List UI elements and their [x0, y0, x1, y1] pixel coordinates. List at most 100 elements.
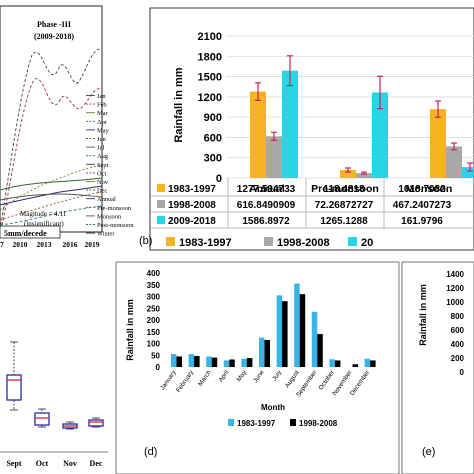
panel-a-legend-entry: Sept [97, 162, 109, 169]
panel-d-bars [171, 283, 376, 367]
panel-b-table-cell: 161.9796 [401, 216, 443, 227]
panel-a-series-line [0, 185, 103, 206]
panel-d-bar [264, 339, 270, 367]
panel-b-table-series-name: 1998-2008 [168, 200, 216, 211]
panel-d-bar [259, 337, 265, 367]
panel-d-bar [276, 295, 283, 367]
panel-b-legend-swatch [166, 237, 175, 246]
panel-a-legend-entry: Oct [97, 170, 106, 177]
panel-b-seasonal-bar-chart: Rainfall in mm 0 300 600 900 1200 1500 1800 210… [139, 7, 474, 251]
panel-b-table-cell: 1277.594733 [237, 184, 296, 195]
panel-b-table-cell: 1018.7082 [398, 184, 446, 195]
panel-b-legend-swatch [264, 237, 273, 246]
panel-e-y-ticks: 0 200 400 600 800 1000 1200 1400 [446, 270, 464, 377]
panel-d-legend-entry: 1983-1997 [237, 419, 276, 428]
panel-a-title-line1: Phase -III [37, 20, 71, 29]
panel-a-legend-entry: Dec [97, 188, 107, 195]
panel-d-bar [364, 358, 371, 367]
panel-a-x-ticks: 7 2010 2013 2016 2019 [0, 240, 100, 249]
panel-d-y-ticks: 0 50 100 150 200 250 300 350 400 [147, 269, 161, 372]
panel-a-x-tick-label: 2013 [37, 240, 52, 249]
panel-b-table-swatch [157, 216, 165, 224]
panel-a-legend-entry: Winter [97, 231, 115, 238]
panel-d-bar [194, 355, 200, 367]
panel-b-y-ticks: 0 300 600 900 1200 1500 1800 2100 [198, 31, 222, 185]
panel-b-bar [250, 91, 266, 178]
panel-a-legend-entry: Jul [97, 145, 105, 152]
panel-a-legend-entry: Nov [97, 179, 109, 186]
panel-d-x-tick-label: July [271, 368, 284, 382]
panel-d-y-tick-label: 200 [147, 316, 161, 325]
panel-e-y-tick-label: 1000 [446, 298, 464, 307]
panel-c-box [34, 412, 50, 426]
panel-d-bar [370, 360, 376, 367]
panel-a-unit-box [0, 225, 61, 239]
panel-c-boxplot: Sept Oct Nov Dec [0, 341, 108, 468]
panel-b-legend: 1983-1997 1998-2008 20 [166, 237, 373, 249]
panel-a-series-line [0, 48, 103, 231]
panel-a-x-tick-label: 2010 [13, 240, 28, 249]
panel-c-box [6, 374, 22, 401]
panel-b-bar [356, 173, 372, 178]
panel-d-bar [311, 311, 318, 367]
panel-a-series-line [0, 164, 103, 211]
panel-b-table-swatch [157, 184, 165, 192]
panel-d-label: (d) [144, 446, 157, 458]
panel-b-table-series-name: 1983-1997 [168, 184, 216, 195]
panel-b-frame [149, 7, 474, 251]
panel-d-bar [282, 301, 288, 367]
panel-d-bar [176, 356, 182, 367]
panel-d-bar [206, 356, 212, 367]
panel-a-series-line [0, 191, 103, 221]
panel-d-bar [329, 359, 335, 367]
panel-d-x-tick-label: October [317, 369, 336, 391]
panel-d-y-tick-label: 400 [147, 269, 161, 278]
panel-b-table-cell: 1586.8972 [242, 216, 290, 227]
panel-d-frame [115, 261, 400, 474]
panel-c-x-tick-label: Dec [90, 459, 103, 468]
panel-e-y-tick-label: 0 [460, 368, 465, 377]
panel-e-y-tick-label: 200 [451, 354, 465, 363]
panel-c-boxes [6, 341, 104, 430]
panel-d-bar [223, 360, 230, 367]
panel-d-bar [171, 354, 177, 367]
panel-b-bar [430, 109, 446, 178]
panel-d-y-tick-label: 350 [147, 281, 161, 290]
panel-b-bar [282, 70, 298, 178]
panel-d-y-tick-label: 250 [147, 304, 161, 313]
panel-b-category-label: Monsoon [406, 183, 453, 195]
panel-d-bar [211, 357, 218, 367]
panel-a-series-lines [0, 48, 103, 236]
panel-d-x-tick-label: May [235, 368, 248, 382]
panel-b-data-table: Annual Pre-monsoon Monsoon 1983-1997 1277.59… [150, 178, 474, 229]
panel-b-bar [340, 169, 356, 178]
panel-e-label: (e) [422, 446, 435, 458]
panel-a-magnitude: Magitude = 4.11 [20, 210, 67, 218]
panel-b-table-cell: 1265.1288 [320, 216, 368, 227]
panel-a-legend-entry: Apr [97, 119, 108, 126]
panel-d-bar [299, 294, 306, 367]
panel-b-table-cell: 616.8490909 [237, 200, 296, 211]
panel-d-legend-swatch [290, 419, 296, 426]
panel-a-legend-entry: Feb [97, 102, 107, 109]
panel-d-x-axis-label: Month [261, 403, 285, 412]
panel-d-x-tick-label: March [197, 369, 213, 388]
panel-e-y-tick-label: 1200 [446, 284, 464, 293]
panel-b-y-axis-label: Rainfall in mm [173, 67, 185, 142]
panel-d-y-tick-label: 300 [147, 293, 161, 302]
panel-a-legend-entry: May [97, 127, 110, 134]
panel-d-bar [246, 358, 253, 367]
panel-c-x-tick-label: Sept [6, 459, 21, 468]
panel-c-x-tick-label: Oct [36, 459, 49, 468]
panel-b-legend-entry: 20 [361, 237, 373, 249]
panel-e-y-tick-label: 1400 [446, 270, 464, 279]
panel-b-y-tick-label: 1500 [198, 72, 222, 84]
panel-e-y-tick-label: 400 [451, 340, 465, 349]
panel-b-y-tick-label: 0 [216, 173, 222, 185]
panel-d-bar [294, 283, 300, 367]
panel-d-legend: 1983-1997 1998-2008 [228, 419, 338, 428]
panel-b-y-tick-label: 300 [204, 153, 222, 165]
panel-d-x-tick-label: April [217, 369, 230, 383]
